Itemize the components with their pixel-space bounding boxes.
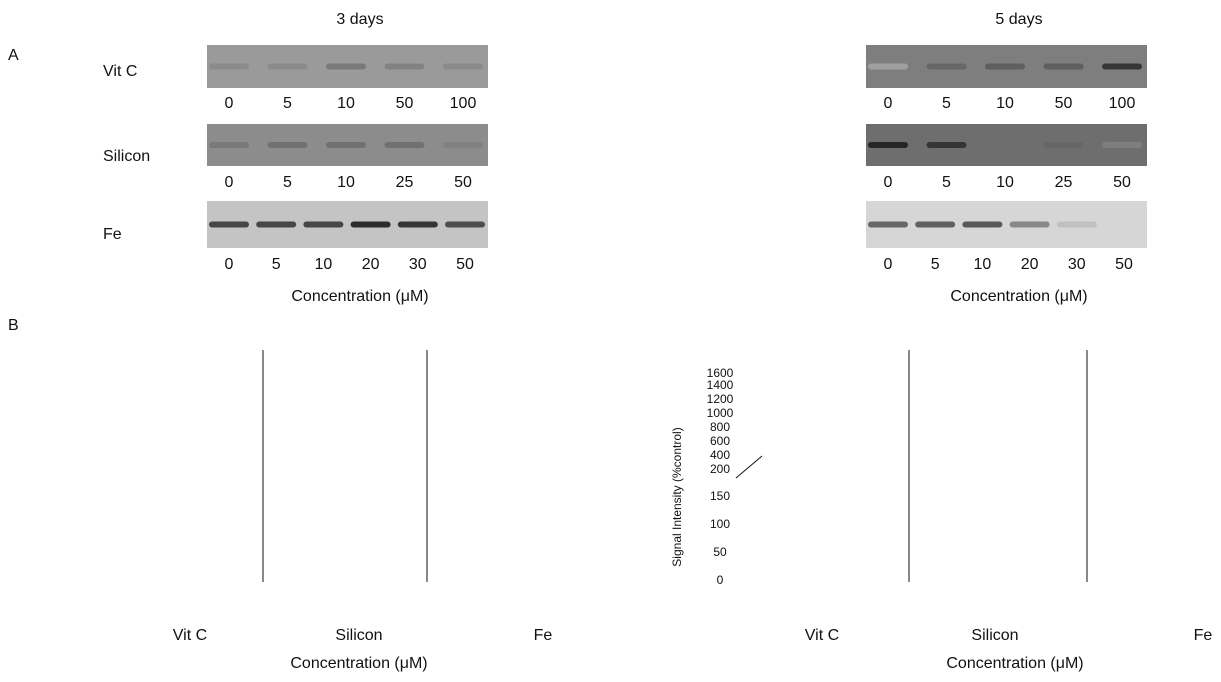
y-tick-label: 1400	[707, 378, 734, 392]
band	[398, 222, 438, 228]
y-tick-label: 600	[710, 434, 730, 448]
row-label: Fe	[103, 226, 122, 243]
lane-label: 0	[225, 95, 234, 112]
band	[303, 222, 343, 228]
lane-label: 0	[884, 95, 893, 112]
lane-label: 10	[337, 174, 355, 191]
band	[927, 142, 967, 148]
band	[1010, 222, 1050, 228]
band	[985, 64, 1025, 70]
y-tick-label: 800	[710, 420, 730, 434]
lane-label: 100	[1109, 95, 1136, 112]
band	[351, 222, 391, 228]
group-label: Fe	[1194, 627, 1213, 644]
band	[256, 222, 296, 228]
column-title: 5 days	[995, 11, 1042, 28]
band	[1057, 222, 1097, 228]
band	[445, 222, 485, 228]
band	[1102, 142, 1142, 148]
lane-label: 50	[454, 174, 472, 191]
x-axis-label: Concentration (μM)	[946, 655, 1083, 672]
y-tick-label: 1200	[707, 392, 734, 406]
band	[209, 64, 249, 70]
band	[385, 142, 425, 148]
lane-label: 5	[931, 256, 940, 273]
axis-break	[736, 456, 762, 478]
lane-label: 5	[272, 256, 281, 273]
band	[915, 222, 955, 228]
x-axis-label: Concentration (μM)	[290, 655, 427, 672]
figure: A B Signal Intensity (%control) 3 days Vi…	[0, 0, 1221, 682]
band	[868, 142, 908, 148]
band	[868, 64, 908, 70]
row-label: Vit C	[103, 63, 137, 80]
lane-label: 0	[225, 174, 234, 191]
x-axis-label: Concentration (μM)	[950, 288, 1087, 305]
lane-label: 25	[1055, 174, 1073, 191]
lane-label: 0	[884, 256, 893, 273]
column-title: 3 days	[336, 11, 383, 28]
lane-label: 10	[315, 256, 333, 273]
y-tick-label: 150	[710, 489, 730, 503]
band	[209, 142, 249, 148]
row-label: Silicon	[103, 148, 150, 165]
group-label: Fe	[534, 627, 553, 644]
band	[985, 142, 1025, 148]
band	[209, 222, 249, 228]
x-axis-label: Concentration (μM)	[291, 288, 428, 305]
band	[326, 142, 366, 148]
band	[326, 64, 366, 70]
lane-label: 100	[450, 95, 477, 112]
band	[1044, 142, 1084, 148]
lane-label: 20	[362, 256, 380, 273]
lane-label: 50	[396, 95, 414, 112]
lane-label: 5	[283, 174, 292, 191]
lane-label: 10	[974, 256, 992, 273]
lane-label: 20	[1021, 256, 1039, 273]
y-tick-label: 0	[717, 573, 724, 587]
lane-label: 50	[456, 256, 474, 273]
band	[1102, 64, 1142, 70]
panel-label: A	[8, 47, 19, 64]
lane-label: 5	[942, 95, 951, 112]
lane-label: 0	[884, 174, 893, 191]
y-tick-label: 1000	[707, 406, 734, 420]
band	[962, 222, 1002, 228]
band	[1044, 64, 1084, 70]
y-tick-label: 400	[710, 448, 730, 462]
lane-label: 0	[225, 256, 234, 273]
panel-label: B	[8, 317, 19, 334]
group-label: Silicon	[971, 627, 1018, 644]
band	[443, 142, 483, 148]
band	[443, 64, 483, 70]
band	[268, 142, 308, 148]
lane-label: 10	[337, 95, 355, 112]
lane-label: 25	[396, 174, 414, 191]
lane-label: 10	[996, 174, 1014, 191]
band	[868, 222, 908, 228]
lane-label: 30	[409, 256, 427, 273]
lane-label: 10	[996, 95, 1014, 112]
band	[927, 64, 967, 70]
y-axis-label: Signal Intensity (%control)	[670, 427, 684, 566]
blot	[866, 201, 1147, 248]
group-label: Silicon	[335, 627, 382, 644]
group-label: Vit C	[173, 627, 207, 644]
lane-label: 50	[1115, 256, 1133, 273]
lane-label: 5	[283, 95, 292, 112]
lane-label: 5	[942, 174, 951, 191]
y-tick-label: 200	[710, 462, 730, 476]
lane-label: 50	[1055, 95, 1073, 112]
band	[385, 64, 425, 70]
lane-label: 30	[1068, 256, 1086, 273]
band	[268, 64, 308, 70]
lane-label: 50	[1113, 174, 1131, 191]
y-tick-label: 100	[710, 517, 730, 531]
group-label: Vit C	[805, 627, 839, 644]
y-tick-label: 50	[713, 545, 727, 559]
